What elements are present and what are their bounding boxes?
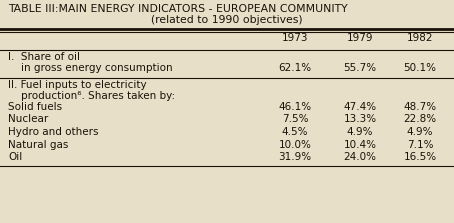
Text: (related to 1990 objectives): (related to 1990 objectives) — [151, 15, 303, 25]
Text: 55.7%: 55.7% — [343, 63, 376, 73]
Text: 10.0%: 10.0% — [279, 140, 311, 149]
Text: Nuclear: Nuclear — [8, 114, 48, 124]
Text: 1979: 1979 — [347, 33, 373, 43]
Text: Solid fuels: Solid fuels — [8, 102, 62, 112]
Text: 62.1%: 62.1% — [278, 63, 311, 73]
Text: I.  Share of oil: I. Share of oil — [8, 52, 80, 62]
Text: 4.5%: 4.5% — [282, 127, 308, 137]
Text: 4.9%: 4.9% — [347, 127, 373, 137]
Text: Oil: Oil — [8, 152, 22, 162]
Text: 48.7%: 48.7% — [404, 102, 437, 112]
Text: 7.1%: 7.1% — [407, 140, 433, 149]
Text: 31.9%: 31.9% — [278, 152, 311, 162]
Text: in gross energy consumption: in gross energy consumption — [8, 63, 173, 73]
Text: 46.1%: 46.1% — [278, 102, 311, 112]
Text: II. Fuel inputs to electricity: II. Fuel inputs to electricity — [8, 80, 147, 90]
Text: 47.4%: 47.4% — [343, 102, 376, 112]
Text: 1973: 1973 — [282, 33, 308, 43]
Text: production⁶. Shares taken by:: production⁶. Shares taken by: — [8, 91, 175, 101]
Text: 13.3%: 13.3% — [343, 114, 376, 124]
Text: 24.0%: 24.0% — [344, 152, 376, 162]
Text: TABLE III:MAIN ENERGY INDICATORS - EUROPEAN COMMUNITY: TABLE III:MAIN ENERGY INDICATORS - EUROP… — [8, 4, 348, 14]
Text: 16.5%: 16.5% — [404, 152, 437, 162]
Text: 7.5%: 7.5% — [282, 114, 308, 124]
Text: 50.1%: 50.1% — [404, 63, 436, 73]
Text: 4.9%: 4.9% — [407, 127, 433, 137]
Text: 22.8%: 22.8% — [404, 114, 437, 124]
Text: Hydro and others: Hydro and others — [8, 127, 99, 137]
Text: 1982: 1982 — [407, 33, 433, 43]
Text: 10.4%: 10.4% — [344, 140, 376, 149]
Text: Natural gas: Natural gas — [8, 140, 69, 149]
